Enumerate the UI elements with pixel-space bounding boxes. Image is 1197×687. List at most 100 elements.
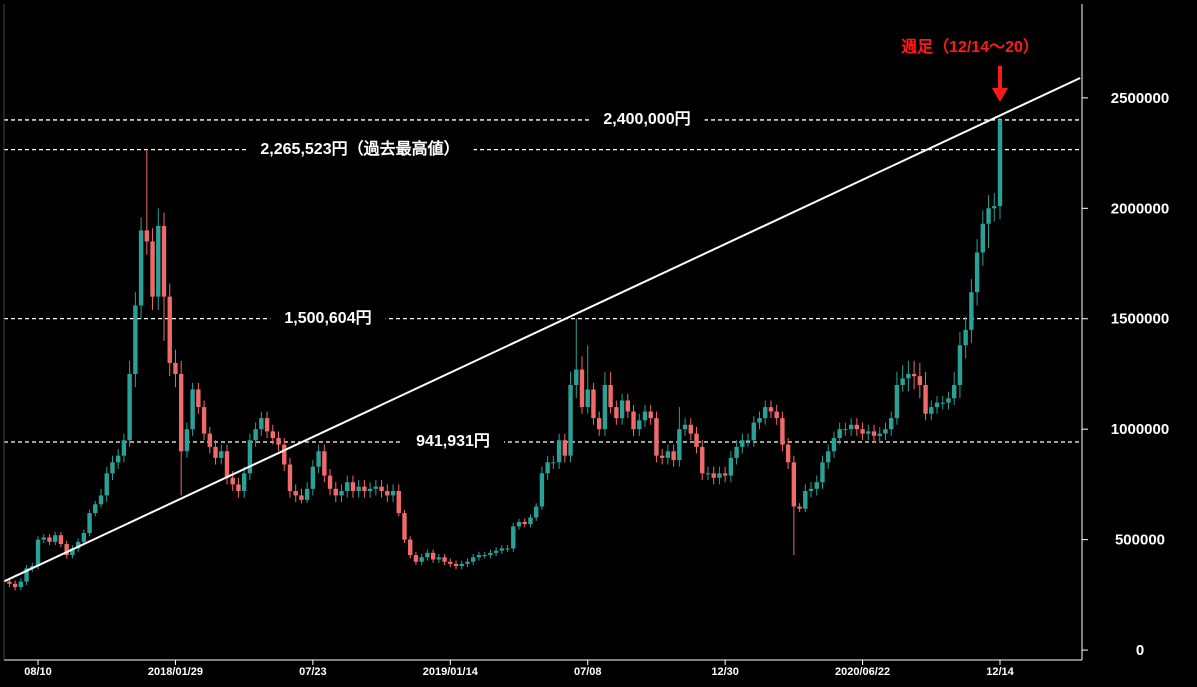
candle-body [688,424,693,434]
candle-body [133,305,138,374]
x-tick-label: 07/23 [299,666,327,678]
candle-body [854,424,860,430]
annotation: 週足（12/14〜20） [901,38,1039,56]
reference-label: 1,500,604円 [284,309,371,327]
candle-body [379,486,384,492]
candle-body [333,488,338,496]
candle-body [207,433,213,447]
candle-body [219,451,224,458]
candle-body [963,329,968,346]
candle-body [843,429,848,431]
candle-body [974,252,980,293]
candle-body [728,457,734,476]
candle-body [614,407,619,419]
candle-body [493,550,499,553]
candle-body [144,230,150,242]
candle-body [390,491,396,496]
candle-body [568,385,573,456]
candle-body [53,535,58,542]
reference-label: 2,265,523円（過去最高値） [260,139,459,158]
candle-body [299,495,304,500]
candle-body [677,429,682,461]
candle-body [642,411,648,421]
candle-body [356,486,361,492]
candle-body [396,491,401,514]
candle-body [986,208,991,224]
candle-body [270,431,275,439]
candle-body [528,517,533,525]
candle-body [763,407,768,419]
candle-body [917,376,923,386]
label-background [246,138,474,158]
candle-body [608,385,613,408]
candle-body [562,440,568,456]
candle-body [665,451,671,458]
candle-body [81,532,87,542]
candle-body [385,491,390,496]
candle-body [184,429,190,452]
candle-body [631,411,636,430]
candle-body [969,292,974,330]
candle-body [848,424,854,430]
y-tick-label: 1000000 [1111,421,1169,438]
candle-body [293,491,298,496]
candle-body [705,473,711,475]
candle-body [654,418,659,456]
candle-body [522,521,527,525]
candle-body [287,464,293,492]
candle-body [585,389,590,408]
candle-body [505,548,510,550]
candle-body [419,557,424,562]
candle-body [579,369,585,408]
candle-body [619,400,625,419]
candle-body [282,444,287,465]
candle-body [951,385,957,399]
candle-body [35,539,41,567]
candle-body [327,475,333,489]
candle-body [768,407,774,412]
candle-body [87,513,92,533]
candle-body [264,418,270,432]
candle-body [980,223,986,253]
candle-body [717,473,722,478]
candle-body [911,373,917,377]
candle-body [694,433,699,447]
label-background [402,432,504,451]
candle-body [75,541,81,549]
candle-body [889,418,894,430]
candle-body [774,411,779,419]
candle-body [659,455,665,458]
candle-body [70,548,75,556]
candle-body [866,431,871,434]
candle-body [373,486,379,489]
candle-body [322,451,327,476]
reference-label: 941,931円 [416,432,490,450]
candle-body [201,407,207,434]
candle-body [637,420,642,430]
candle-body [241,473,247,492]
candle-body [471,557,476,562]
candle-body [47,537,52,542]
candle-body [992,206,997,209]
candle-body [98,495,104,505]
candle-body [413,555,419,562]
candle-body [161,225,167,297]
x-tick-label: 12/30 [711,666,739,678]
label-background [589,110,705,129]
candle-body [648,411,653,419]
candle-body [722,473,728,476]
candle-body [310,466,316,489]
candle-body [156,225,161,297]
candle-body [545,462,550,474]
x-tick-label: 2018/01/29 [148,666,203,678]
candle-body [304,488,310,500]
candle-body [671,451,676,461]
candle-body [436,557,442,560]
candle-body [883,429,888,434]
candle-body [591,389,596,419]
candle-body [499,548,505,551]
x-tick-label: 08/10 [24,666,52,678]
candle-body [465,561,470,564]
